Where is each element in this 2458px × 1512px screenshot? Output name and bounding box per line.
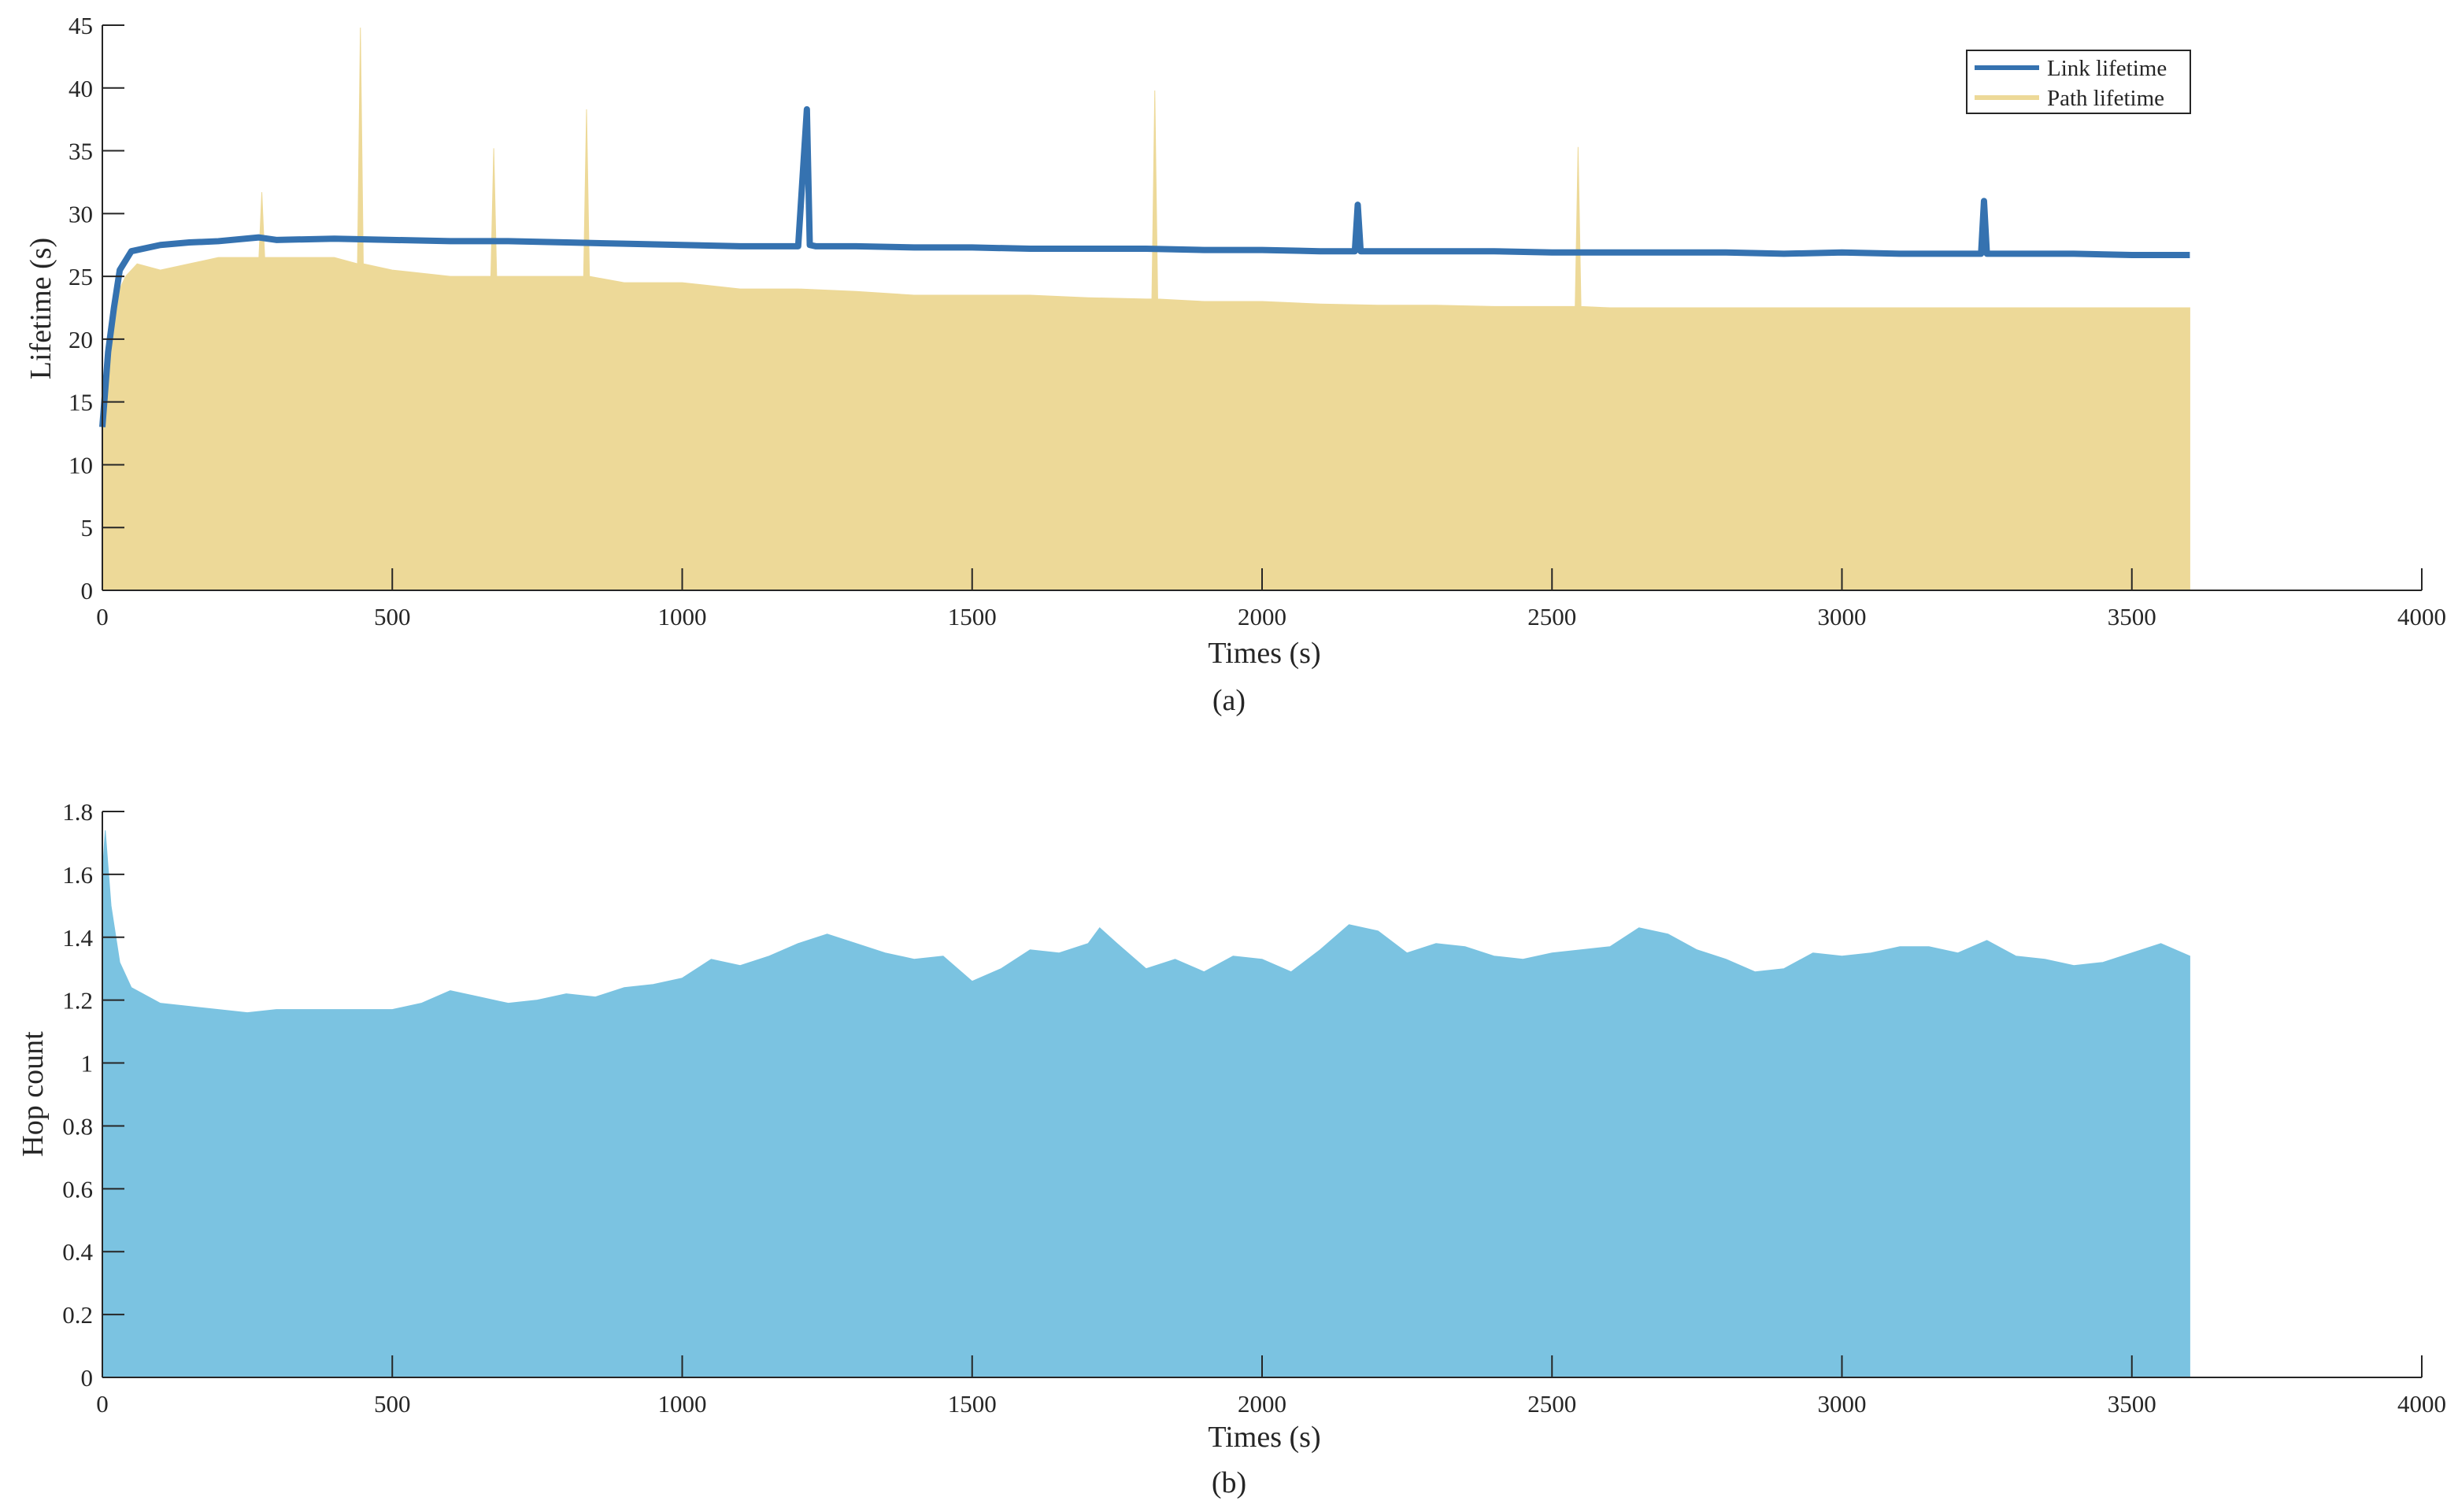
panel-a-axes: 0 500 1000 1500 2000 2500 3000 3500 4000 0 5 10 15 20… xyxy=(68,12,2446,630)
panel-b-ylabel: Hop count xyxy=(17,1031,50,1157)
y-tick-label: 35 xyxy=(68,138,93,165)
y-tick-label: 1.6 xyxy=(62,861,93,889)
y-tick-label: 10 xyxy=(68,451,93,479)
x-tick-label: 0 xyxy=(96,1390,109,1418)
legend-label-link-lifetime: Link lifetime xyxy=(2047,56,2167,81)
panel-b-series xyxy=(102,830,2190,1378)
x-tick-label: 3000 xyxy=(1818,603,1867,630)
x-tick-label: 500 xyxy=(374,603,411,630)
y-tick-label: 40 xyxy=(68,75,93,102)
y-tick-label: 1.8 xyxy=(62,798,93,826)
y-tick-label: 0.6 xyxy=(62,1175,93,1203)
x-tick-label: 2500 xyxy=(1527,1390,1576,1418)
panel-b-xlabel: Times (s) xyxy=(1208,1421,1320,1454)
panel-a-caption: (a) xyxy=(1212,684,1246,717)
x-tick-label: 4000 xyxy=(2397,1390,2446,1418)
y-tick-label: 1.4 xyxy=(62,924,93,952)
y-tick-label: 25 xyxy=(68,263,93,290)
legend-label-path-lifetime: Path lifetime xyxy=(2047,86,2164,111)
x-tick-label: 2500 xyxy=(1527,603,1576,630)
x-tick-label: 3500 xyxy=(2108,603,2156,630)
legend: Link lifetime Path lifetime xyxy=(1966,50,2191,114)
x-tick-label: 2000 xyxy=(1238,1390,1286,1418)
y-tick-label: 15 xyxy=(68,389,93,416)
panel-b-caption: (b) xyxy=(1212,1466,1246,1499)
panel-b-hop-count: 0 500 1000 1500 2000 2500 3000 3500 4000 0 0.2 0.4 0… xyxy=(17,798,2446,1499)
x-tick-label: 3500 xyxy=(2108,1390,2156,1418)
panel-a-lifetime: 0 500 1000 1500 2000 2500 3000 3500 4000 0 5 10 15 20… xyxy=(24,12,2446,717)
legend-box xyxy=(1966,50,2191,114)
y-tick-label: 20 xyxy=(68,326,93,353)
y-tick-label: 0.2 xyxy=(62,1301,93,1329)
x-tick-label: 1500 xyxy=(948,603,997,630)
x-tick-label: 1000 xyxy=(658,603,707,630)
x-tick-label: 1000 xyxy=(658,1390,707,1418)
x-tick-label: 0 xyxy=(96,603,109,630)
y-tick-label: 0.8 xyxy=(62,1112,93,1140)
panel-a-ylabel: Lifetime (s) xyxy=(24,238,57,379)
x-tick-label: 2000 xyxy=(1238,603,1286,630)
y-tick-label: 0.4 xyxy=(62,1238,93,1266)
x-tick-label: 1500 xyxy=(948,1390,997,1418)
panel-a-xlabel: Times (s) xyxy=(1208,637,1320,670)
y-tick-label: 45 xyxy=(68,12,93,39)
x-tick-label: 4000 xyxy=(2397,603,2446,630)
y-tick-label: 1.2 xyxy=(62,987,93,1015)
x-tick-label: 3000 xyxy=(1818,1390,1867,1418)
y-tick-label: 0 xyxy=(81,1364,94,1392)
y-tick-label: 0 xyxy=(81,577,94,604)
panel-a-series xyxy=(99,28,2190,591)
series-area-path-lifetime xyxy=(102,28,2190,591)
panel-b-axes: 0 500 1000 1500 2000 2500 3000 3500 4000 0 0.2 0.4 0… xyxy=(62,798,2446,1418)
x-tick-label: 500 xyxy=(374,1390,411,1418)
series-area-series xyxy=(102,830,2190,1378)
series-line-link-lifetime xyxy=(99,105,2190,427)
y-tick-label: 5 xyxy=(81,514,94,542)
y-tick-label: 30 xyxy=(68,200,93,227)
y-tick-label: 1 xyxy=(81,1050,94,1078)
